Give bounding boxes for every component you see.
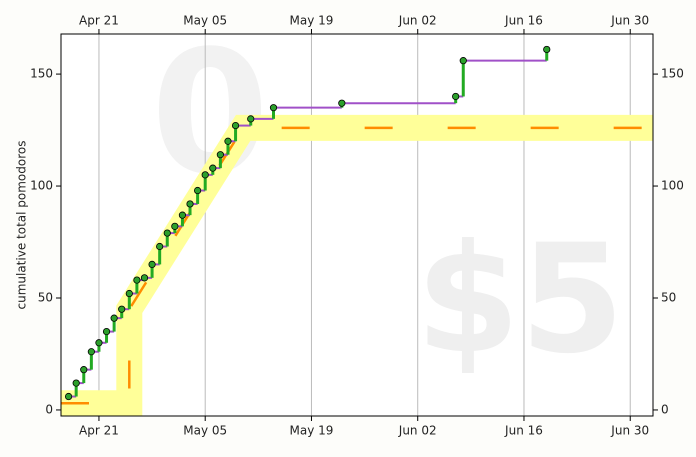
x-tick-label: Jun 16 (504, 424, 543, 438)
x-tick-label: Jun 02 (398, 424, 437, 438)
datapoint (125, 289, 133, 298)
datapoint (201, 171, 209, 179)
x-tick-label-top: May 19 (290, 14, 334, 28)
datapoint (247, 115, 255, 123)
datapoint (194, 186, 202, 195)
x-tick-label-top: Jun 16 (504, 14, 543, 28)
datapoint (543, 45, 551, 54)
datapoint (163, 229, 171, 237)
y-tick-label: 0 (45, 402, 53, 416)
datapoint (72, 379, 80, 387)
datapoint (216, 151, 224, 159)
datapoint (231, 121, 240, 130)
datapoint (133, 276, 141, 284)
datapoint (171, 222, 179, 230)
y-tick-label-right: 50 (661, 290, 676, 304)
datapoint (452, 92, 460, 101)
y-tick-label: 150 (30, 67, 53, 81)
datapoint (118, 305, 126, 313)
y-tick-label-right: 100 (661, 179, 684, 193)
datapoint (64, 392, 73, 401)
x-tick-label: May 19 (290, 424, 334, 438)
road-centerline (61, 126, 653, 405)
x-tick-label-top: Apr 21 (79, 14, 119, 28)
datapoint (80, 366, 88, 374)
datapoint (140, 274, 149, 282)
datapoint (87, 348, 95, 356)
x-tick-label-top: May 05 (183, 14, 227, 28)
y-tick-label-right: 0 (661, 402, 669, 416)
datapoint (156, 242, 164, 251)
y-tick-label: 50 (38, 290, 53, 304)
datapoint (459, 57, 467, 65)
datapoint (186, 200, 194, 208)
x-tick-label-top: Jun 30 (610, 14, 649, 28)
x-tick-label: Apr 21 (79, 424, 119, 438)
y-tick-label: 100 (30, 179, 53, 193)
datapoint (110, 314, 118, 322)
datapoint (224, 137, 232, 145)
plot-frame (60, 33, 654, 417)
plot-area (61, 34, 653, 416)
y-tick-label-right: 150 (661, 67, 684, 81)
datapoint (269, 104, 278, 112)
datapoint (148, 260, 156, 269)
y-axis-label: cumulative total pomodoros (15, 141, 29, 310)
x-tick-label: Jun 30 (610, 424, 649, 438)
datapoint (209, 164, 217, 172)
datapoint (102, 327, 111, 336)
datapoint (338, 99, 346, 107)
datapoint (178, 211, 187, 219)
datapoint (95, 339, 103, 347)
watermark: $5 (416, 213, 625, 387)
x-tick-label-top: Jun 02 (398, 14, 437, 28)
x-tick-label: May 05 (183, 424, 227, 438)
